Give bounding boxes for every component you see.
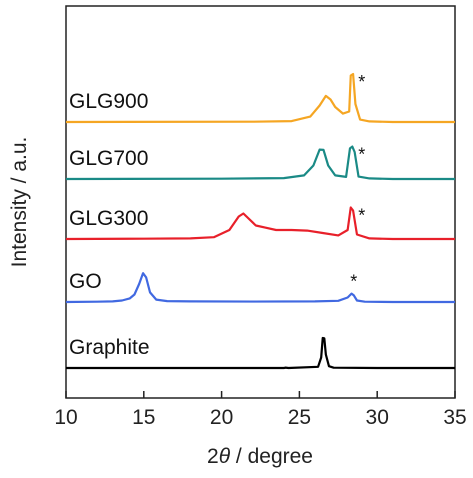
- x-tick-label: 25: [288, 406, 311, 429]
- peak-asterisk-glg900: *: [358, 72, 365, 92]
- x-tick-label: 20: [210, 406, 233, 429]
- series-label-glg300: GLG300: [69, 207, 148, 230]
- series-line-graphite: [66, 336, 455, 370]
- peak-asterisk-glg700: *: [358, 145, 365, 165]
- series-label-go: GO: [69, 270, 102, 293]
- peak-asterisk-go: *: [350, 272, 357, 292]
- peak-asterisk-glg300: *: [358, 206, 365, 226]
- x-axis-title: 2θ / degree: [207, 445, 313, 468]
- series-label-graphite: Graphite: [69, 336, 150, 359]
- x-tick-label: 10: [54, 406, 77, 429]
- x-tick-label: 35: [443, 406, 466, 429]
- series-label-glg900: GLG900: [69, 90, 148, 113]
- series-line-glg900: [66, 72, 455, 124]
- x-tick-label: 30: [366, 406, 389, 429]
- series-label-glg700: GLG700: [69, 147, 148, 170]
- plot-frame: [65, 5, 456, 399]
- series-line-glg300: [66, 206, 455, 241]
- y-axis-title: Intensity / a.u.: [8, 137, 31, 268]
- series-line-go: [66, 272, 455, 304]
- series-line-glg700: [66, 145, 455, 181]
- x-tick-label: 15: [132, 406, 155, 429]
